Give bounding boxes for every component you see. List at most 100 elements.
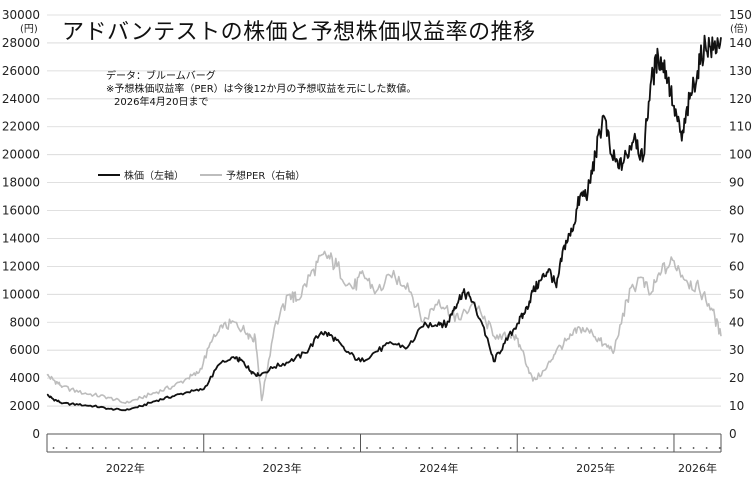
left-tick-label: 0: [32, 427, 40, 441]
month-tick: [379, 447, 381, 449]
right-tick-label: 120: [729, 92, 752, 106]
left-tick-label: 24000: [2, 92, 40, 106]
right-axis-ticks: 0 10 20 30 40 50 60 70 80 90 100 110 120 130 140 150: [729, 8, 752, 441]
month-tick: [222, 447, 225, 449]
left-axis-ticks: 0 2000 4000 6000 8000 10000 12000 14000 16000 180…: [2, 8, 40, 441]
right-axis-unit: (倍): [730, 24, 748, 35]
source-note: データ：ブルームバーグ: [106, 71, 216, 82]
month-tick: [91, 447, 94, 449]
month-tick: [522, 447, 525, 449]
chart-title: アドバンテストの株価と予想株価収益率の推移: [62, 20, 536, 45]
month-tick: [144, 447, 146, 449]
month-tick: [261, 447, 264, 449]
month-tick: [444, 447, 447, 449]
month-tick: [627, 447, 630, 449]
legend-label-per: 予想PER（右軸）: [226, 171, 306, 182]
month-tick: [313, 447, 316, 449]
right-tick-label: 100: [729, 148, 752, 162]
month-tick: [548, 447, 551, 449]
right-tick-label: 20: [729, 371, 744, 385]
left-tick-label: 14000: [2, 231, 40, 245]
right-tick-label: 10: [729, 399, 744, 413]
month-tick: [496, 447, 499, 449]
right-tick-label: 80: [729, 204, 744, 218]
series-lines: [46, 34, 722, 412]
right-tick-label: 60: [729, 259, 744, 273]
right-tick-label: 90: [729, 176, 744, 190]
month-tick: [300, 447, 303, 449]
series-line-per: [46, 250, 722, 405]
gridlines: [47, 14, 721, 435]
legend-swatch-price: [98, 173, 120, 176]
left-tick-label: 30000: [2, 8, 40, 22]
month-tick: [653, 447, 656, 449]
month-tick: [562, 447, 564, 449]
right-tick-label: 0: [729, 427, 737, 441]
left-tick-label: 18000: [2, 176, 40, 190]
right-tick-label: 150: [729, 8, 752, 22]
month-tick: [287, 447, 290, 449]
legend: 株価（左軸） 予想PER（右軸）: [98, 167, 321, 182]
month-tick: [104, 447, 107, 449]
month-tick: [274, 447, 277, 449]
x-category-label: 2024年: [419, 461, 458, 475]
left-tick-label: 2000: [9, 399, 40, 413]
month-tick: [405, 447, 408, 449]
month-tick: [248, 447, 251, 449]
series-line-price: [46, 34, 722, 412]
month-tick: [170, 447, 172, 449]
left-tick-label: 10000: [2, 287, 40, 301]
right-tick-label: 140: [729, 36, 752, 50]
month-tick: [339, 447, 342, 449]
month-tick: [601, 447, 604, 449]
x-category-label: 2022年: [106, 461, 145, 475]
month-tick: [326, 447, 329, 449]
month-tick: [209, 447, 212, 449]
month-tick: [614, 447, 617, 449]
left-tick-label: 8000: [9, 315, 40, 329]
month-tick: [640, 447, 643, 449]
month-tick: [117, 447, 120, 449]
legend-label-price: 株価（左軸）: [124, 171, 184, 182]
right-tick-label: 110: [729, 120, 752, 134]
month-tick: [535, 447, 538, 449]
month-tick: [457, 447, 460, 449]
month-tick: [52, 447, 55, 449]
month-tick: [666, 447, 669, 449]
month-tick: [366, 447, 368, 449]
month-tick: [196, 447, 199, 449]
month-tick: [392, 447, 395, 449]
date-note: 2026年4月20日まで: [114, 97, 209, 108]
month-tick: [157, 447, 159, 449]
month-tick: [353, 447, 355, 449]
month-tick: [470, 447, 473, 449]
x-category-label: 2023年: [263, 461, 302, 475]
right-tick-label: 130: [729, 64, 752, 78]
left-tick-label: 4000: [9, 371, 40, 385]
month-tick: [692, 447, 695, 449]
left-tick-label: 26000: [2, 64, 40, 78]
x-axis: 2022年 2023年 2024年 2025年 2026年: [46, 434, 722, 475]
right-tick-label: 70: [729, 231, 744, 245]
footnote: ※予想株価収益率（PER）は今後12か月の予想収益を元にした数値。: [106, 84, 417, 95]
left-tick-label: 20000: [2, 148, 40, 162]
left-tick-label: 6000: [9, 343, 40, 357]
legend-item-per: 予想PER（右軸）: [200, 167, 305, 182]
month-tick: [509, 447, 512, 449]
month-tick: [679, 447, 682, 449]
right-tick-label: 40: [729, 315, 744, 329]
month-tick: [588, 447, 590, 449]
left-axis-unit: (円): [20, 24, 38, 35]
legend-swatch-per: [200, 173, 222, 176]
legend-item-price: 株価（左軸）: [98, 167, 184, 182]
left-tick-label: 28000: [2, 36, 40, 50]
month-tick: [705, 447, 708, 449]
month-tick: [718, 447, 721, 449]
right-tick-label: 50: [729, 287, 744, 301]
right-tick-label: 30: [729, 343, 744, 357]
left-tick-label: 16000: [2, 204, 40, 218]
month-tick: [131, 447, 133, 449]
month-tick: [78, 447, 81, 449]
month-tick: [575, 447, 577, 449]
